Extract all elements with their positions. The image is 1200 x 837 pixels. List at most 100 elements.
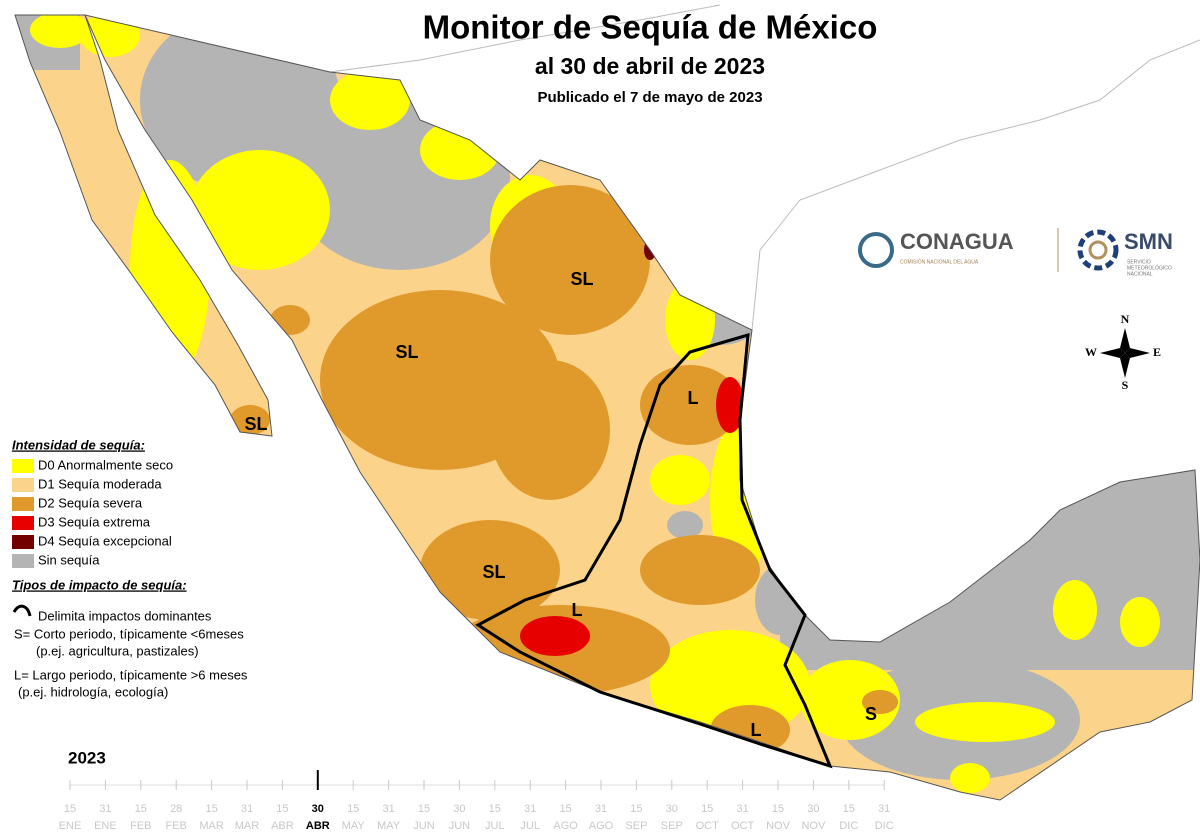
- timeline-month: NOV: [801, 820, 826, 832]
- impact-text: (p.ej. agricultura, pastizales): [36, 643, 199, 658]
- timeline-month: FEB: [130, 820, 151, 832]
- timeline-day: 15: [559, 803, 571, 815]
- timeline-month: MAR: [199, 820, 224, 832]
- timeline-day: 15: [701, 803, 713, 815]
- timeline-month: ABR: [306, 820, 330, 832]
- timeline-month: SEP: [661, 820, 683, 832]
- timeline-month: JUN: [449, 820, 470, 832]
- timeline-day: 31: [878, 803, 890, 815]
- legend-label: D3 Sequía extrema: [38, 514, 151, 529]
- map-label: L: [572, 600, 583, 620]
- timeline-month: DIC: [875, 820, 894, 832]
- timeline-day: 15: [418, 803, 430, 815]
- timeline-day: 28: [170, 803, 182, 815]
- legend-label: D0 Anormalmente seco: [38, 457, 173, 472]
- impact-text: S= Corto periodo, típicamente <6meses: [14, 626, 244, 641]
- timeline-day: 15: [347, 803, 359, 815]
- smn-sub: METEOROLÓGICO: [1127, 264, 1172, 271]
- timeline-day: 31: [524, 803, 536, 815]
- timeline-month: AGO: [589, 820, 614, 832]
- map-label: SL: [395, 342, 418, 362]
- timeline-year: 2023: [68, 748, 106, 767]
- title: Monitor de Sequía de México: [423, 9, 878, 46]
- timeline-day: 15: [843, 803, 855, 815]
- compass-w: W: [1085, 345, 1097, 359]
- timeline-month: MAY: [342, 820, 366, 832]
- timeline-month: JUN: [413, 820, 434, 832]
- conagua-logo: CONAGUA: [900, 229, 1014, 254]
- timeline: 2023 15 ENE 31 ENE 15 FEB 28 FEB 15 MAR 31 MAR 15 ABR…: [59, 748, 894, 831]
- map-labels: SL SL SL SL L L L S: [244, 269, 877, 740]
- timeline-month: DIC: [839, 820, 858, 832]
- compass: N W E S: [1085, 312, 1161, 392]
- legend-swatch: [12, 516, 34, 530]
- timeline-month: ABR: [271, 820, 294, 832]
- timeline-day: 15: [205, 803, 217, 815]
- timeline-day: 15: [772, 803, 784, 815]
- legend-swatch: [12, 459, 34, 473]
- smn-sub: NACIONAL: [1127, 271, 1153, 277]
- conagua-sub: COMISIÓN NACIONAL DEL AGUA: [900, 258, 979, 265]
- smn-sub: SERVICIO: [1127, 259, 1151, 265]
- impact-text: (p.ej. hidrología, ecología): [18, 684, 168, 699]
- timeline-day: 31: [382, 803, 394, 815]
- legend-label: Sin sequía: [38, 552, 100, 567]
- published: Publicado el 7 de mayo de 2023: [537, 89, 762, 106]
- map-label: SL: [482, 562, 505, 582]
- timeline-month: OCT: [696, 820, 720, 832]
- timeline-month: FEB: [165, 820, 186, 832]
- timeline-month: SEP: [625, 820, 647, 832]
- timeline-month: AGO: [553, 820, 578, 832]
- logos: CONAGUA COMISIÓN NACIONAL DEL AGUA SMN S…: [858, 228, 1173, 277]
- neighbor-outline: [329, 4, 1200, 331]
- compass-n: N: [1121, 312, 1130, 326]
- timeline-month: JUL: [485, 820, 505, 832]
- timeline-day: 30: [807, 803, 819, 815]
- timeline-day: 15: [135, 803, 147, 815]
- timeline-month: MAY: [377, 820, 401, 832]
- map-label: S: [865, 704, 877, 724]
- timeline-day: 30: [312, 803, 324, 815]
- impact-symbol: [12, 604, 32, 617]
- timeline-month: ENE: [94, 820, 117, 832]
- timeline-month: NOV: [766, 820, 791, 832]
- impacts-title: Tipos de impacto de sequía:: [12, 577, 187, 592]
- timeline-month: JUL: [520, 820, 540, 832]
- legend-title: Intensidad de sequía:: [12, 437, 145, 452]
- timeline-month: MAR: [235, 820, 260, 832]
- legend: Intensidad de sequía: Tipos de impacto d…: [12, 437, 248, 699]
- timeline-day: 31: [595, 803, 607, 815]
- timeline-day: 31: [241, 803, 253, 815]
- impact-text: L= Largo periodo, típicamente >6 meses: [14, 667, 248, 682]
- map-label: SL: [244, 414, 267, 434]
- map-label: L: [688, 388, 699, 408]
- timeline-day: 15: [276, 803, 288, 815]
- legend-swatch: [12, 535, 34, 549]
- map-label: L: [751, 720, 762, 740]
- compass-s: S: [1122, 378, 1129, 392]
- map-label: SL: [570, 269, 593, 289]
- smn-logo: SMN: [1124, 229, 1173, 254]
- timeline-day: 15: [630, 803, 642, 815]
- impact-boundary: [475, 332, 833, 769]
- subtitle: al 30 de abril de 2023: [535, 53, 765, 79]
- legend-swatch: [12, 554, 34, 568]
- impact-text: Delimita impactos dominantes: [38, 608, 212, 623]
- timeline-month: OCT: [731, 820, 755, 832]
- timeline-month: ENE: [59, 820, 82, 832]
- legend-label: D4 Sequía excepcional: [38, 533, 172, 548]
- compass-e: E: [1153, 345, 1161, 359]
- legend-label: D2 Sequía severa: [38, 495, 143, 510]
- coastline: [14, 14, 1200, 801]
- timeline-day: 31: [736, 803, 748, 815]
- timeline-day: 15: [489, 803, 501, 815]
- timeline-day: 15: [64, 803, 76, 815]
- legend-label: D1 Sequía moderada: [38, 476, 162, 491]
- legend-swatch: [12, 478, 34, 492]
- timeline-day: 31: [99, 803, 111, 815]
- legend-swatch: [12, 497, 34, 511]
- timeline-day: 30: [453, 803, 465, 815]
- timeline-day: 30: [666, 803, 678, 815]
